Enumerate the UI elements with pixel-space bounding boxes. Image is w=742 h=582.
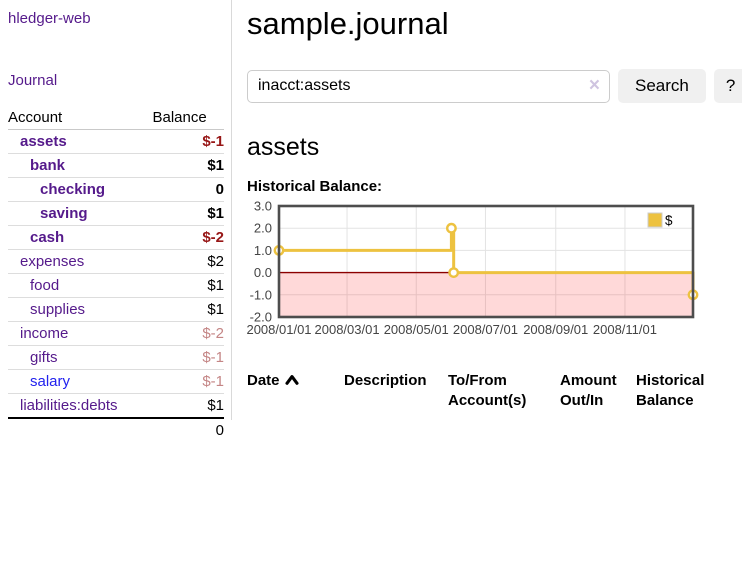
account-row: income $-2: [8, 321, 224, 346]
legend-swatch: [647, 212, 663, 228]
account-row: food $1: [8, 273, 224, 298]
register-header-label: Date: [247, 372, 280, 389]
account-name-cell: cash: [8, 225, 153, 250]
accounts-table: Account Balance assets $-1 bank $1 checking 0…: [8, 106, 224, 442]
account-row: saving $1: [8, 201, 224, 226]
account-name-cell: salary: [8, 369, 153, 394]
account-balance: 0: [152, 177, 224, 202]
account-name-cell: expenses: [8, 249, 153, 274]
account-balance: $1: [152, 393, 224, 419]
svg-text:1.0: 1.0: [254, 243, 272, 258]
accounts-header-balance: Balance: [152, 106, 224, 130]
svg-text:2008/11/01: 2008/11/01: [593, 322, 657, 337]
svg-text:-1.0: -1.0: [250, 287, 272, 302]
account-link-checking[interactable]: checking: [40, 181, 106, 198]
account-link-cash[interactable]: cash: [30, 229, 65, 246]
svg-text:2008/07/01: 2008/07/01: [453, 322, 518, 337]
register-header-description: Description: [344, 369, 448, 417]
account-row: bank $1: [8, 153, 224, 178]
clear-search-icon[interactable]: ×: [588, 74, 600, 96]
account-heading: assets: [247, 133, 320, 161]
account-row: salary $-1: [8, 369, 224, 394]
account-name-cell: assets: [8, 129, 153, 154]
chart-title: Historical Balance:: [247, 178, 383, 195]
svg-text:2008/03/01: 2008/03/01: [315, 322, 380, 337]
account-name-cell: food: [8, 273, 153, 298]
account-link-food[interactable]: food: [30, 277, 60, 294]
accounts-header-row: Account Balance: [8, 106, 224, 130]
sort-ascending-icon: [284, 375, 299, 385]
account-balance: $-1: [152, 369, 224, 394]
historical-balance-chart: $3.0 2.0 1.0 0.0 -1.0 -2.0 2008/01/01 2008/03/0…: [246, 199, 742, 355]
account-link-expenses[interactable]: expenses: [20, 253, 85, 270]
register-header-label: Amount Out/In: [560, 372, 617, 409]
svg-text:-2.0: -2.0: [250, 310, 272, 325]
account-row: gifts $-1: [8, 345, 224, 370]
account-row: assets $-1: [8, 129, 224, 154]
register-header-accounts: To/From Account(s): [448, 369, 560, 417]
account-balance: $2: [152, 249, 224, 274]
account-row: checking 0: [8, 177, 224, 202]
account-row: supplies $1: [8, 297, 224, 322]
accounts-total-spacer: [8, 417, 153, 442]
svg-text:3.0: 3.0: [254, 199, 272, 214]
account-balance: $1: [152, 273, 224, 298]
account-balance: $-1: [152, 129, 224, 154]
account-link-liabilities-debts[interactable]: liabilities:debts: [20, 397, 118, 414]
account-row: cash $-2: [8, 225, 224, 250]
account-link-saving[interactable]: saving: [40, 205, 88, 222]
search-form: × Search ?: [247, 69, 742, 103]
account-link-gifts[interactable]: gifts: [30, 349, 58, 366]
search-button[interactable]: Search: [618, 69, 706, 103]
account-row: liabilities:debts $1: [8, 393, 224, 419]
account-name-cell: supplies: [8, 297, 153, 322]
account-balance: $-2: [152, 225, 224, 250]
account-name-cell: income: [8, 321, 153, 346]
app-window: hledger-web Journal Account Balance asse…: [0, 0, 742, 442]
account-balance: $1: [152, 201, 224, 226]
register-header-label: Historical Balance: [636, 372, 705, 409]
svg-text:2.0: 2.0: [254, 221, 272, 236]
svg-text:2008/05/01: 2008/05/01: [384, 322, 449, 337]
account-link-supplies[interactable]: supplies: [30, 301, 86, 318]
svg-text:0.0: 0.0: [254, 265, 272, 280]
account-link-bank[interactable]: bank: [30, 157, 66, 174]
account-name-cell: gifts: [8, 345, 153, 370]
account-name-cell: liabilities:debts: [8, 393, 153, 419]
account-name-cell: saving: [8, 201, 153, 226]
sidebar: hledger-web Journal Account Balance asse…: [0, 0, 232, 442]
register-header-label: To/From Account(s): [448, 372, 527, 409]
account-balance: $1: [152, 297, 224, 322]
main-content: sample.journal × Search ? assets Histori…: [232, 0, 742, 417]
search-box: ×: [247, 69, 610, 103]
register-header-date[interactable]: Date: [247, 369, 344, 417]
register-header-label: Description: [344, 372, 427, 389]
account-name-cell: bank: [8, 153, 153, 178]
register-header-amount: Amount Out/In: [560, 369, 636, 417]
page-title: sample.journal: [247, 6, 449, 41]
accounts-header-account: Account: [8, 106, 153, 130]
accounts-total-balance: 0: [152, 417, 224, 442]
svg-text:2008/01/01: 2008/01/01: [246, 322, 311, 337]
register-header-balance: Historical Balance: [636, 369, 726, 417]
svg-text:2008/09/01: 2008/09/01: [523, 322, 588, 337]
account-name-cell: checking: [8, 177, 153, 202]
register-header-row: Date Description To/From Account(s) Amount …: [247, 369, 726, 417]
register-table: Date Description To/From Account(s) Amount …: [247, 369, 726, 417]
help-button[interactable]: ?: [713, 69, 742, 103]
sidebar-item-journal[interactable]: Journal: [8, 72, 58, 89]
account-link-salary[interactable]: salary: [30, 373, 71, 390]
legend-label: $: [665, 213, 673, 228]
brand-link[interactable]: hledger-web: [8, 10, 91, 27]
account-link-assets[interactable]: assets: [20, 133, 67, 150]
account-balance: $-1: [152, 345, 224, 370]
account-link-income[interactable]: income: [20, 325, 69, 342]
account-balance: $1: [152, 153, 224, 178]
accounts-total-row: 0: [8, 417, 224, 442]
account-row: expenses $2: [8, 249, 224, 274]
account-balance: $-2: [152, 321, 224, 346]
search-input[interactable]: [247, 69, 610, 103]
